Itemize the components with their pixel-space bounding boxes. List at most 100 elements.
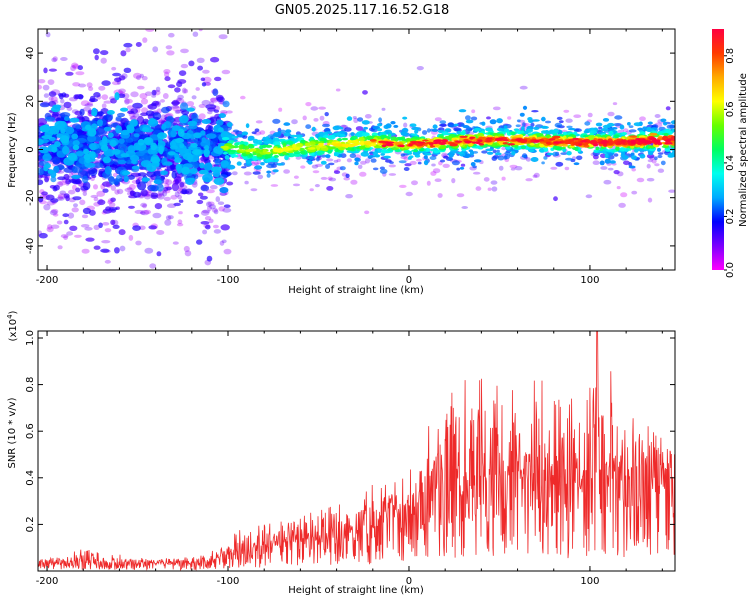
- spectrogram-cell: [101, 103, 107, 109]
- spectrogram-cell: [622, 128, 629, 133]
- spectrogram-cell: [345, 173, 350, 178]
- spectrogram-cell: [106, 113, 114, 121]
- spectrogram-cell: [75, 187, 81, 193]
- spectrogram-cell: [273, 154, 279, 158]
- spectrogram-cell: [102, 156, 112, 164]
- spectrogram-cell: [327, 134, 336, 140]
- spectrogram-cell: [137, 138, 145, 146]
- spectrogram-cell: [403, 167, 410, 171]
- spectrogram-cell: [377, 148, 382, 152]
- spectrogram-cell: [230, 154, 239, 158]
- spectrogram-cell: [142, 118, 150, 125]
- spectrogram-cell: [212, 88, 219, 96]
- spectrogram-cell: [578, 143, 583, 146]
- spectrogram-cell: [556, 116, 563, 120]
- spectrogram-cell: [140, 211, 146, 215]
- spectrogram-cell: [272, 118, 281, 124]
- spectrogram-cell: [177, 219, 183, 225]
- spectrogram-cell: [231, 136, 239, 139]
- spectrogram-cell: [492, 155, 499, 159]
- colorbar: 0.0 0.2 0.4 0.6 0.8 Normalized spectral ampl…: [712, 29, 749, 278]
- spectrogram-cell: [152, 112, 162, 120]
- spectrogram-cell: [438, 141, 447, 145]
- spectrogram-cell: [642, 126, 648, 130]
- spectrogram-cell: [272, 147, 279, 153]
- spectrogram-cell: [388, 173, 397, 176]
- spectrogram-cell: [561, 146, 566, 150]
- spectrogram-cell: [172, 125, 181, 131]
- spectrogram-cell: [439, 120, 447, 124]
- spectrogram-cell: [402, 116, 408, 120]
- spectrogram-cell: [459, 135, 468, 138]
- spectrogram-cell: [335, 88, 341, 92]
- spectrogram-cell: [132, 102, 143, 109]
- spectrogram-cell: [459, 131, 466, 136]
- spectrogram-cell: [195, 87, 200, 91]
- snr-frame: [37, 330, 676, 572]
- spectrogram-cell: [288, 152, 295, 158]
- spectrogram-cell: [621, 155, 629, 160]
- x-tick-label: 0: [406, 576, 412, 587]
- spectrogram-cell: [431, 128, 439, 132]
- spectrogram-cell: [519, 85, 528, 90]
- spectrogram-cell: [637, 139, 645, 143]
- spectrogram-cell: [88, 86, 94, 91]
- spectrogram-cell: [165, 179, 173, 186]
- spectrogram-cell: [346, 116, 353, 121]
- spectrogram-cell: [503, 125, 508, 129]
- spectrogram-cell: [165, 215, 172, 221]
- spectrogram-cell: [241, 131, 249, 136]
- spectrogram-cell: [390, 121, 396, 125]
- spectrogram-cell: [139, 8, 145, 13]
- spectrogram-cell: [318, 143, 324, 147]
- spectrogram-cell: [183, 245, 190, 253]
- spectrogram-cell: [74, 234, 82, 238]
- spectrogram-cell: [148, 225, 157, 230]
- spectrogram-cell: [560, 152, 568, 156]
- spectrogram-cell: [657, 152, 664, 155]
- spectrogram-cell: [554, 146, 559, 149]
- spectrogram-cell: [232, 129, 240, 133]
- spectrogram-cell: [104, 259, 111, 264]
- spectrogram-cell: [73, 203, 78, 208]
- spectrogram-cell: [266, 173, 271, 178]
- spectrogram-cell: [191, 95, 197, 100]
- spectrogram-cell: [254, 162, 260, 166]
- spectrogram-cell: [164, 219, 172, 226]
- spectrogram-cell: [291, 119, 298, 125]
- spectrogram-cell: [151, 89, 157, 96]
- spectrogram-cell: [220, 224, 230, 231]
- spectrogram-cell: [177, 128, 185, 137]
- spectrogram-cell: [132, 112, 140, 118]
- spectrogram-cell: [118, 229, 126, 236]
- spectrogram-cell: [117, 276, 124, 280]
- spectrogram-cell: [152, 212, 162, 219]
- spectrogram-cell: [405, 191, 413, 197]
- spectrogram-cell: [576, 155, 583, 161]
- spectrogram-cell: [550, 166, 558, 170]
- spectrogram-cell: [491, 186, 498, 192]
- spectrogram-cell: [213, 177, 225, 185]
- spectrogram-cell: [328, 177, 337, 182]
- spectrogram-cell: [598, 126, 603, 130]
- spectrogram-cell: [257, 174, 264, 180]
- spectrogram-cell: [353, 117, 359, 123]
- spectrogram-cell: [646, 126, 652, 132]
- spectrogram-cell: [485, 148, 494, 152]
- spectrogram-cell: [619, 147, 626, 151]
- spectrogram-cell: [59, 190, 67, 196]
- spectrogram-cell: [244, 145, 250, 150]
- spectrogram-cell: [126, 278, 132, 281]
- spectrogram-cell: [417, 141, 425, 144]
- spectrogram-cell: [509, 164, 518, 169]
- spectrogram-cell: [77, 65, 84, 71]
- y-tick-label: -40: [25, 238, 36, 254]
- spectrogram-cell: [223, 204, 231, 208]
- spectrogram-cell: [657, 147, 661, 152]
- spectrogram-cell: [495, 137, 504, 141]
- spectrogram-cell: [202, 76, 212, 83]
- spectrogram-cell: [465, 119, 474, 124]
- spectrogram-cell: [229, 149, 238, 153]
- x-tick-label: -200: [36, 275, 59, 286]
- spectrogram-cell: [599, 160, 605, 166]
